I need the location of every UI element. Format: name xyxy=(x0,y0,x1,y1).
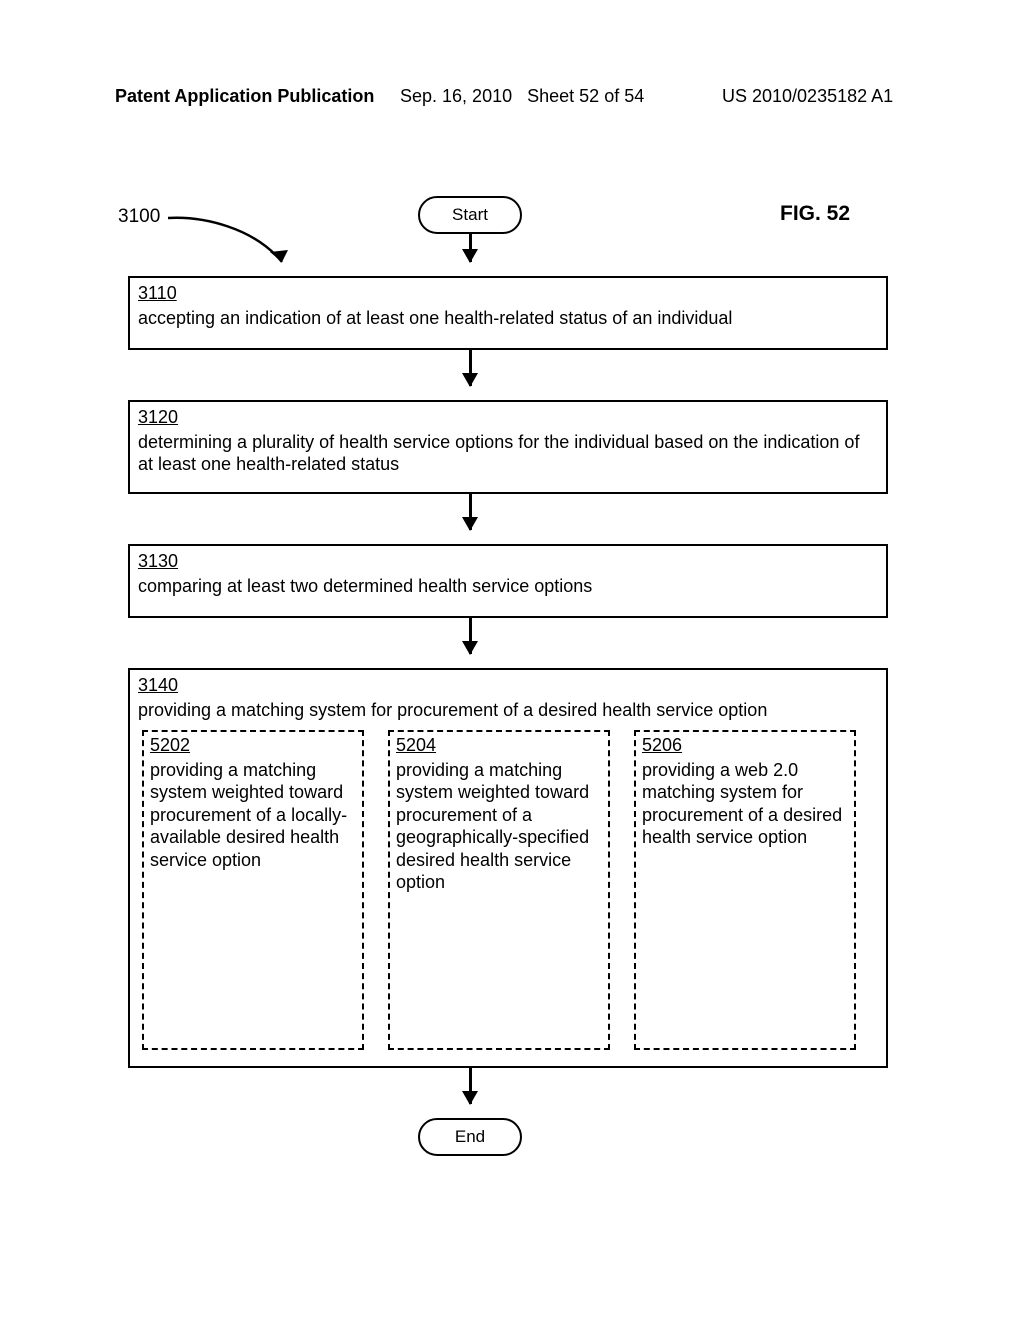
step-3130-num: 3130 xyxy=(138,550,878,573)
figure-label: FIG. 52 xyxy=(780,202,850,226)
substep-5206-text: providing a web 2.0 matching system for … xyxy=(642,760,842,848)
step-3120-text: determining a plurality of health servic… xyxy=(138,432,859,475)
step-3120: 3120 determining a plurality of health s… xyxy=(128,400,888,494)
terminator-end: End xyxy=(418,1118,522,1156)
arrow-3130-to-3140 xyxy=(469,618,472,654)
step-3120-num: 3120 xyxy=(138,406,878,429)
arrow-start-to-3110 xyxy=(469,234,472,262)
substep-5202-text: providing a matching system weighted tow… xyxy=(150,760,347,870)
page-root: Patent Application Publication Sep. 16, … xyxy=(0,0,1024,1320)
step-3110-num: 3110 xyxy=(138,282,878,305)
step-3140-text: providing a matching system for procurem… xyxy=(138,700,767,720)
substep-5204-num: 5204 xyxy=(396,734,602,757)
substep-5202: 5202 providing a matching system weighte… xyxy=(142,730,364,1050)
arrow-3110-to-3120 xyxy=(469,350,472,386)
substep-5204-text: providing a matching system weighted tow… xyxy=(396,760,589,893)
ref-number-3100: 3100 xyxy=(118,206,160,228)
header-pubno: US 2010/0235182 A1 xyxy=(722,86,893,107)
pointer-arrow xyxy=(164,208,304,268)
arrow-3140-to-end xyxy=(469,1068,472,1104)
step-3110: 3110 accepting an indication of at least… xyxy=(128,276,888,350)
terminator-start: Start xyxy=(418,196,522,234)
header-publication: Patent Application Publication xyxy=(115,86,374,107)
step-3130: 3130 comparing at least two determined h… xyxy=(128,544,888,618)
substep-5206-num: 5206 xyxy=(642,734,848,757)
arrow-3120-to-3130 xyxy=(469,494,472,530)
step-3140: 3140 providing a matching system for pro… xyxy=(128,668,888,1068)
header-sheet: Sheet 52 of 54 xyxy=(527,86,644,106)
substep-5204: 5204 providing a matching system weighte… xyxy=(388,730,610,1050)
step-3110-text: accepting an indication of at least one … xyxy=(138,308,732,328)
header-date-sheet: Sep. 16, 2010 Sheet 52 of 54 xyxy=(400,86,644,107)
substep-5206: 5206 providing a web 2.0 matching system… xyxy=(634,730,856,1050)
step-3130-text: comparing at least two determined health… xyxy=(138,576,592,596)
header-date: Sep. 16, 2010 xyxy=(400,86,512,106)
step-3140-num: 3140 xyxy=(138,674,878,697)
substep-5202-num: 5202 xyxy=(150,734,356,757)
